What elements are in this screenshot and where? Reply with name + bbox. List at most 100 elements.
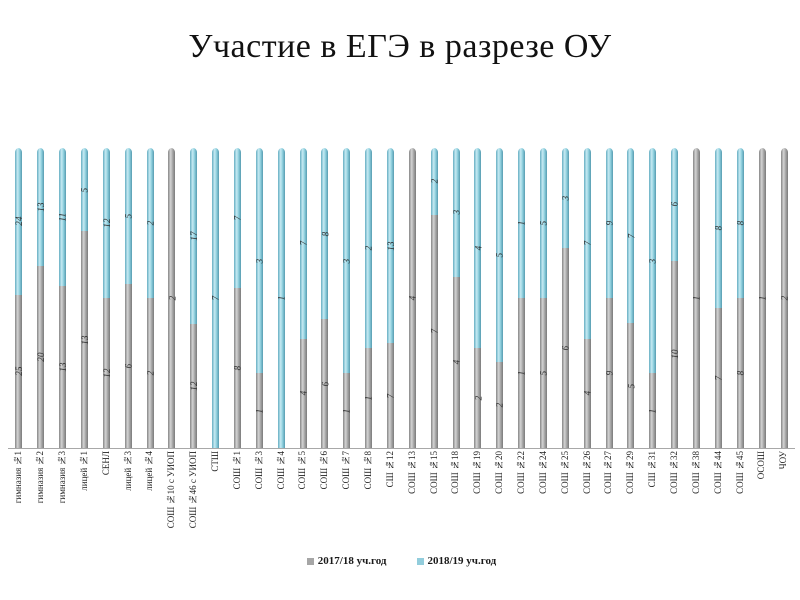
category-label: СОШ №4 (270, 451, 292, 547)
bar-segment-2018-19: 8 (320, 148, 330, 320)
bar-value-label: 2 (779, 295, 789, 301)
bar-column: 2 (161, 148, 183, 448)
bar-value-label: 7 (210, 295, 221, 301)
bar-segment-2017-18: 7 (713, 308, 723, 448)
bar-segment-2018-19: 17 (189, 148, 199, 324)
category-label: лицей №1 (74, 451, 96, 547)
bar-column: 17 12 (183, 148, 205, 448)
bar-value-label: 9 (604, 370, 615, 376)
category-label-text: СЕНЛ (100, 451, 111, 476)
category-label: СОШ №6 (314, 451, 336, 547)
category-label-text: СОШ №45 (734, 451, 745, 494)
category-label: гимназия №1 (8, 451, 30, 547)
bar-value-label: 1 (341, 408, 352, 413)
category-label-text: гимназия №1 (13, 451, 24, 504)
bar-value-label: 1 (516, 370, 527, 376)
category-label-text: СШ №31 (647, 451, 658, 488)
category-label-text: СОШ №5 (297, 451, 308, 490)
bar-segment-2018-19: 3 (560, 148, 571, 248)
bar-segment-2017-18: 6 (560, 248, 571, 448)
legend-marker (306, 557, 314, 565)
category-label-text: лицей №1 (78, 451, 89, 491)
bar-segment-2017-18: 2 (145, 298, 155, 448)
bar-value-label: 6 (669, 201, 680, 207)
category-label-text: гимназия №2 (35, 451, 46, 504)
bar-value-label: 6 (319, 381, 330, 387)
bar-value-label: 8 (232, 365, 243, 371)
bar-value-label: 3 (451, 209, 462, 215)
category-label-text: СОШ №10 с УИОП (166, 451, 177, 529)
bar-segment-2017-18: 2 (167, 148, 177, 448)
category-label-text: СОШ №26 (581, 451, 592, 494)
bar-value-label: 1 (276, 295, 287, 301)
bar-value-label: 5 (538, 370, 549, 376)
bar-value-label: 13 (385, 240, 396, 251)
bar-segment-2017-18: 1 (692, 148, 702, 448)
bar-value-label: 1 (363, 395, 374, 401)
stacked-bar-chart: 24 25 13 20 11 13 5 13 12 12 5 6 2 2 2 17 12 7 7 8 3 1 1 7 4 8 6 3 1… (8, 148, 795, 567)
category-label: гимназия №2 (30, 451, 52, 547)
bar-value-label: 13 (57, 361, 68, 372)
bar-segment-2018-19: 12 (101, 148, 111, 298)
bar-value-label: 4 (472, 245, 483, 251)
category-label-text: СОШ №24 (537, 451, 548, 494)
bar-value-label: 3 (647, 258, 658, 263)
bar-value-label: 3 (560, 195, 571, 201)
category-label: СОШ №19 (467, 451, 489, 547)
bar-segment-2017-18: 1 (363, 348, 374, 448)
bar-segment-2018-19: 24 (14, 148, 24, 295)
stacked-bar: 7 (210, 148, 221, 448)
category-label-text: СОШ №38 (690, 451, 701, 494)
bar-segment-2017-18: 5 (538, 298, 549, 448)
bar-value-label: 6 (560, 345, 571, 351)
bar-value-label: 4 (298, 391, 309, 396)
bar-column: 5 13 (74, 148, 96, 448)
category-label: СОШ №46 с УИОП (183, 451, 205, 547)
category-label-text: гимназия №3 (56, 451, 67, 504)
bar-value-label: 3 (254, 258, 265, 263)
category-label-text: СОШ №20 (494, 451, 505, 494)
category-label: СОШ №45 (729, 451, 751, 547)
bar-value-label: 7 (298, 241, 309, 246)
bar-segment-2018-19: 2 (145, 148, 155, 298)
bar-segment-2017-18: 20 (36, 266, 46, 448)
category-axis-labels: гимназия №1 гимназия №2 гимназия №3 лицей №… (8, 451, 795, 547)
bar-segment-2017-18: 4 (451, 276, 461, 448)
bar-value-label: 11 (57, 212, 68, 222)
category-label: гимназия №3 (52, 451, 74, 547)
bar-segment-2017-18: 4 (298, 338, 309, 448)
category-label-text: СОШ №4 (275, 451, 286, 490)
category-label: СЕНЛ (95, 451, 117, 547)
category-label: СОШ №29 (620, 451, 642, 547)
plot-area: 24 25 13 20 11 13 5 13 12 12 5 6 2 2 2 17 12 7 7 8 3 1 1 7 4 8 6 3 1… (8, 148, 795, 448)
category-label: СТШ (205, 451, 227, 547)
bar-segment-2017-18: 12 (101, 298, 111, 448)
category-label-text: СОШ №44 (712, 451, 723, 494)
bar-value-label: 8 (735, 370, 746, 376)
category-label-text: СОШ №15 (428, 451, 439, 494)
stacked-bar: 1 (692, 148, 702, 448)
category-label: СОШ №7 (336, 451, 358, 547)
stacked-bar: 4 (407, 148, 417, 448)
category-label-text: СОШ №8 (362, 451, 373, 490)
category-label: СОШ №1 (227, 451, 249, 547)
category-label: СШ №31 (642, 451, 664, 547)
bar-segment-2018-19: 7 (582, 148, 592, 339)
